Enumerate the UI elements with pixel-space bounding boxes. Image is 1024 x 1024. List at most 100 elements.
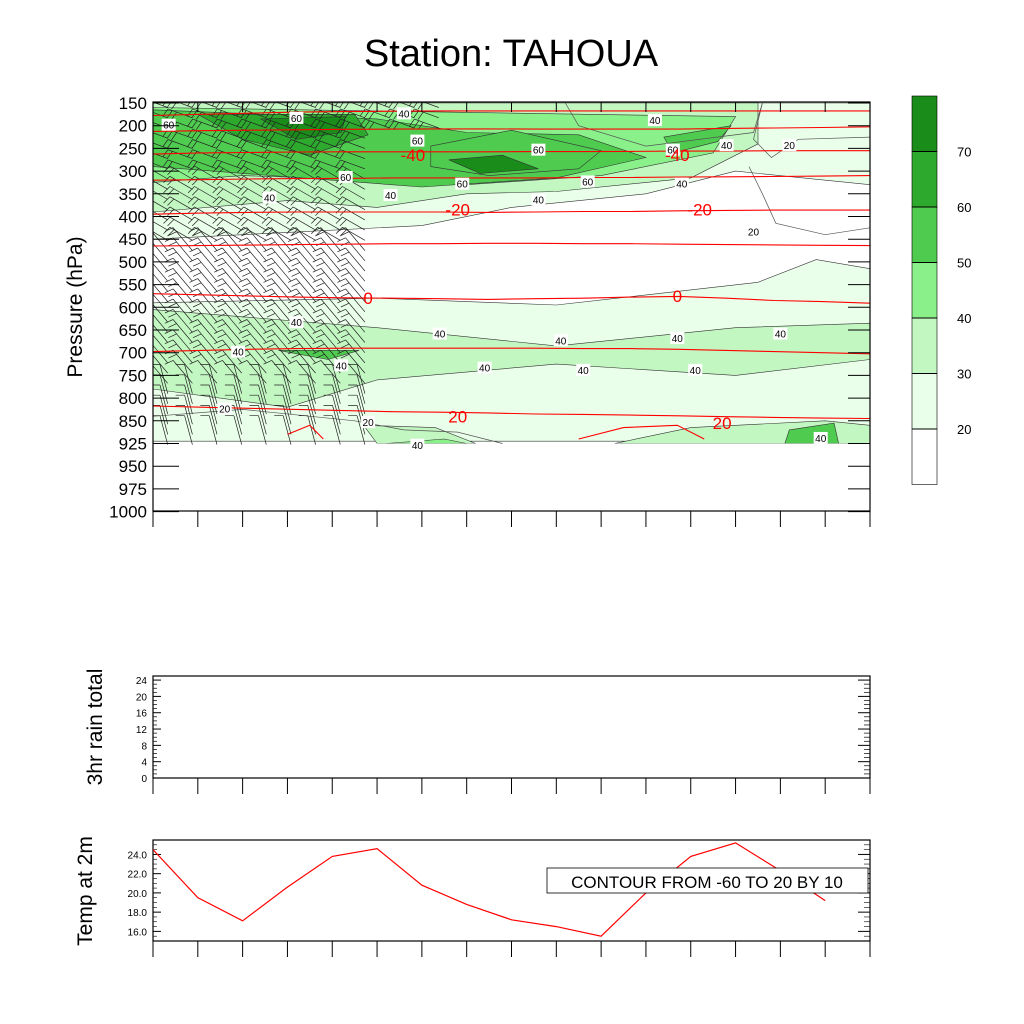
wind-barb [263, 237, 292, 262]
pressure-tick-label: 975 [119, 480, 147, 499]
wind-barb [189, 339, 218, 364]
humidity-contour-line [564, 102, 763, 147]
wind-barb [187, 196, 218, 211]
colorbar-label: 30 [957, 367, 971, 382]
pressure-tick-label: 750 [119, 366, 147, 385]
temperature-contour-labels: -40 -40 -20 -20 0 0 20 20 [363, 146, 731, 433]
wind-barb [298, 384, 316, 415]
wind-barb [337, 319, 366, 343]
wind-barb [287, 247, 316, 272]
wind-barb [348, 405, 366, 435]
wind-barb [310, 149, 341, 159]
wind-barb [348, 374, 366, 404]
wind-barb [249, 364, 267, 394]
humidity-label-bg [410, 134, 425, 147]
wind-barb [214, 268, 242, 292]
wind-barb [214, 247, 242, 272]
temperature-contour-line [153, 150, 870, 155]
pressure-tick-label: 550 [119, 276, 147, 295]
wind-barb [335, 139, 366, 149]
humidity-contour-label: 40 [555, 336, 567, 347]
humidity-contour-label: 40 [676, 180, 688, 191]
temp-tick-label: 22.0 [128, 870, 148, 881]
humidity-label-bg [455, 177, 470, 190]
wind-barb [312, 227, 341, 251]
wind-barb [200, 374, 218, 404]
wind-barb [200, 405, 218, 435]
wind-barb [408, 108, 439, 120]
pressure-tick-label: 1000 [109, 503, 147, 522]
wind-barb [337, 339, 366, 364]
wind-barb [408, 118, 439, 130]
wind-barb [238, 268, 267, 292]
wind-barb [224, 384, 243, 415]
humidity-label-bg [432, 327, 447, 340]
pressure-tick-label: 925 [119, 435, 147, 454]
wind-barb [263, 227, 292, 251]
wind-barb [212, 216, 242, 231]
wind-barb [214, 227, 242, 251]
wind-barb [189, 298, 218, 323]
wind-barb [153, 132, 168, 139]
wind-barb [187, 186, 218, 200]
wind-barb [153, 283, 168, 302]
wind-barb [335, 108, 366, 120]
wind-barb [237, 196, 267, 211]
wind-barb [164, 308, 193, 333]
wind-barb [153, 163, 168, 170]
colorbar-swatch [911, 262, 938, 319]
wind-barb [274, 405, 292, 435]
wind-barb [335, 196, 366, 211]
wind-barb [200, 384, 218, 415]
wind-barb [359, 108, 390, 120]
humidity-contour-label: 20 [748, 227, 760, 238]
humidity-contour-label: 20 [363, 418, 375, 429]
humidity-label-bg [531, 143, 546, 156]
wind-barb [261, 118, 292, 130]
wind-barb [153, 221, 168, 231]
rain-axis-ticks: 0 4 8 12 16 20 24 [136, 676, 870, 785]
wind-barb [164, 288, 193, 313]
humidity-contour-label: 40 [721, 141, 733, 152]
humidity-label-bg [670, 332, 685, 345]
wind-barb [348, 384, 366, 415]
humidity-label-bg [396, 107, 411, 120]
humidity-region-80b [448, 154, 539, 174]
wind-barb [189, 247, 218, 272]
wind-barb [164, 227, 193, 251]
wind-barb [224, 415, 243, 445]
wind-barb [348, 364, 366, 394]
humidity-label-bg [580, 175, 595, 188]
humidity-label-bg [688, 363, 703, 376]
wind-barb [163, 216, 193, 231]
temp-tick-label: 20.0 [128, 889, 148, 900]
wind-barb [211, 128, 242, 141]
wind-barb [263, 319, 292, 343]
wind-barb [311, 216, 341, 231]
chart-title: Station: TAHOUA [364, 33, 659, 75]
humidity-label-bg [289, 316, 304, 329]
wind-barb [337, 329, 366, 353]
humidity-contour-label: 40 [291, 318, 303, 329]
wind-barb [249, 415, 267, 445]
wind-barb [312, 308, 341, 333]
wind-barb [153, 355, 168, 374]
wind-barb [263, 268, 292, 292]
humidity-contour-label: 20 [784, 141, 796, 152]
wind-barb [274, 415, 292, 445]
wind-barb [249, 394, 267, 425]
humidity-contour-label: 40 [434, 330, 446, 341]
wind-barb [312, 298, 341, 323]
pressure-tick-label: 650 [119, 321, 147, 340]
wind-barb [312, 288, 341, 313]
wind-barb [189, 278, 218, 302]
pressure-tick-label: 450 [119, 230, 147, 249]
humidity-contour-label: 40 [479, 364, 491, 375]
wind-barb [175, 405, 193, 435]
wind-barb [214, 319, 242, 343]
humidity-contour-label: 60 [340, 173, 352, 184]
wind-barb [335, 216, 366, 231]
wind-barb [310, 128, 341, 141]
colorbar-swatch [911, 151, 938, 208]
